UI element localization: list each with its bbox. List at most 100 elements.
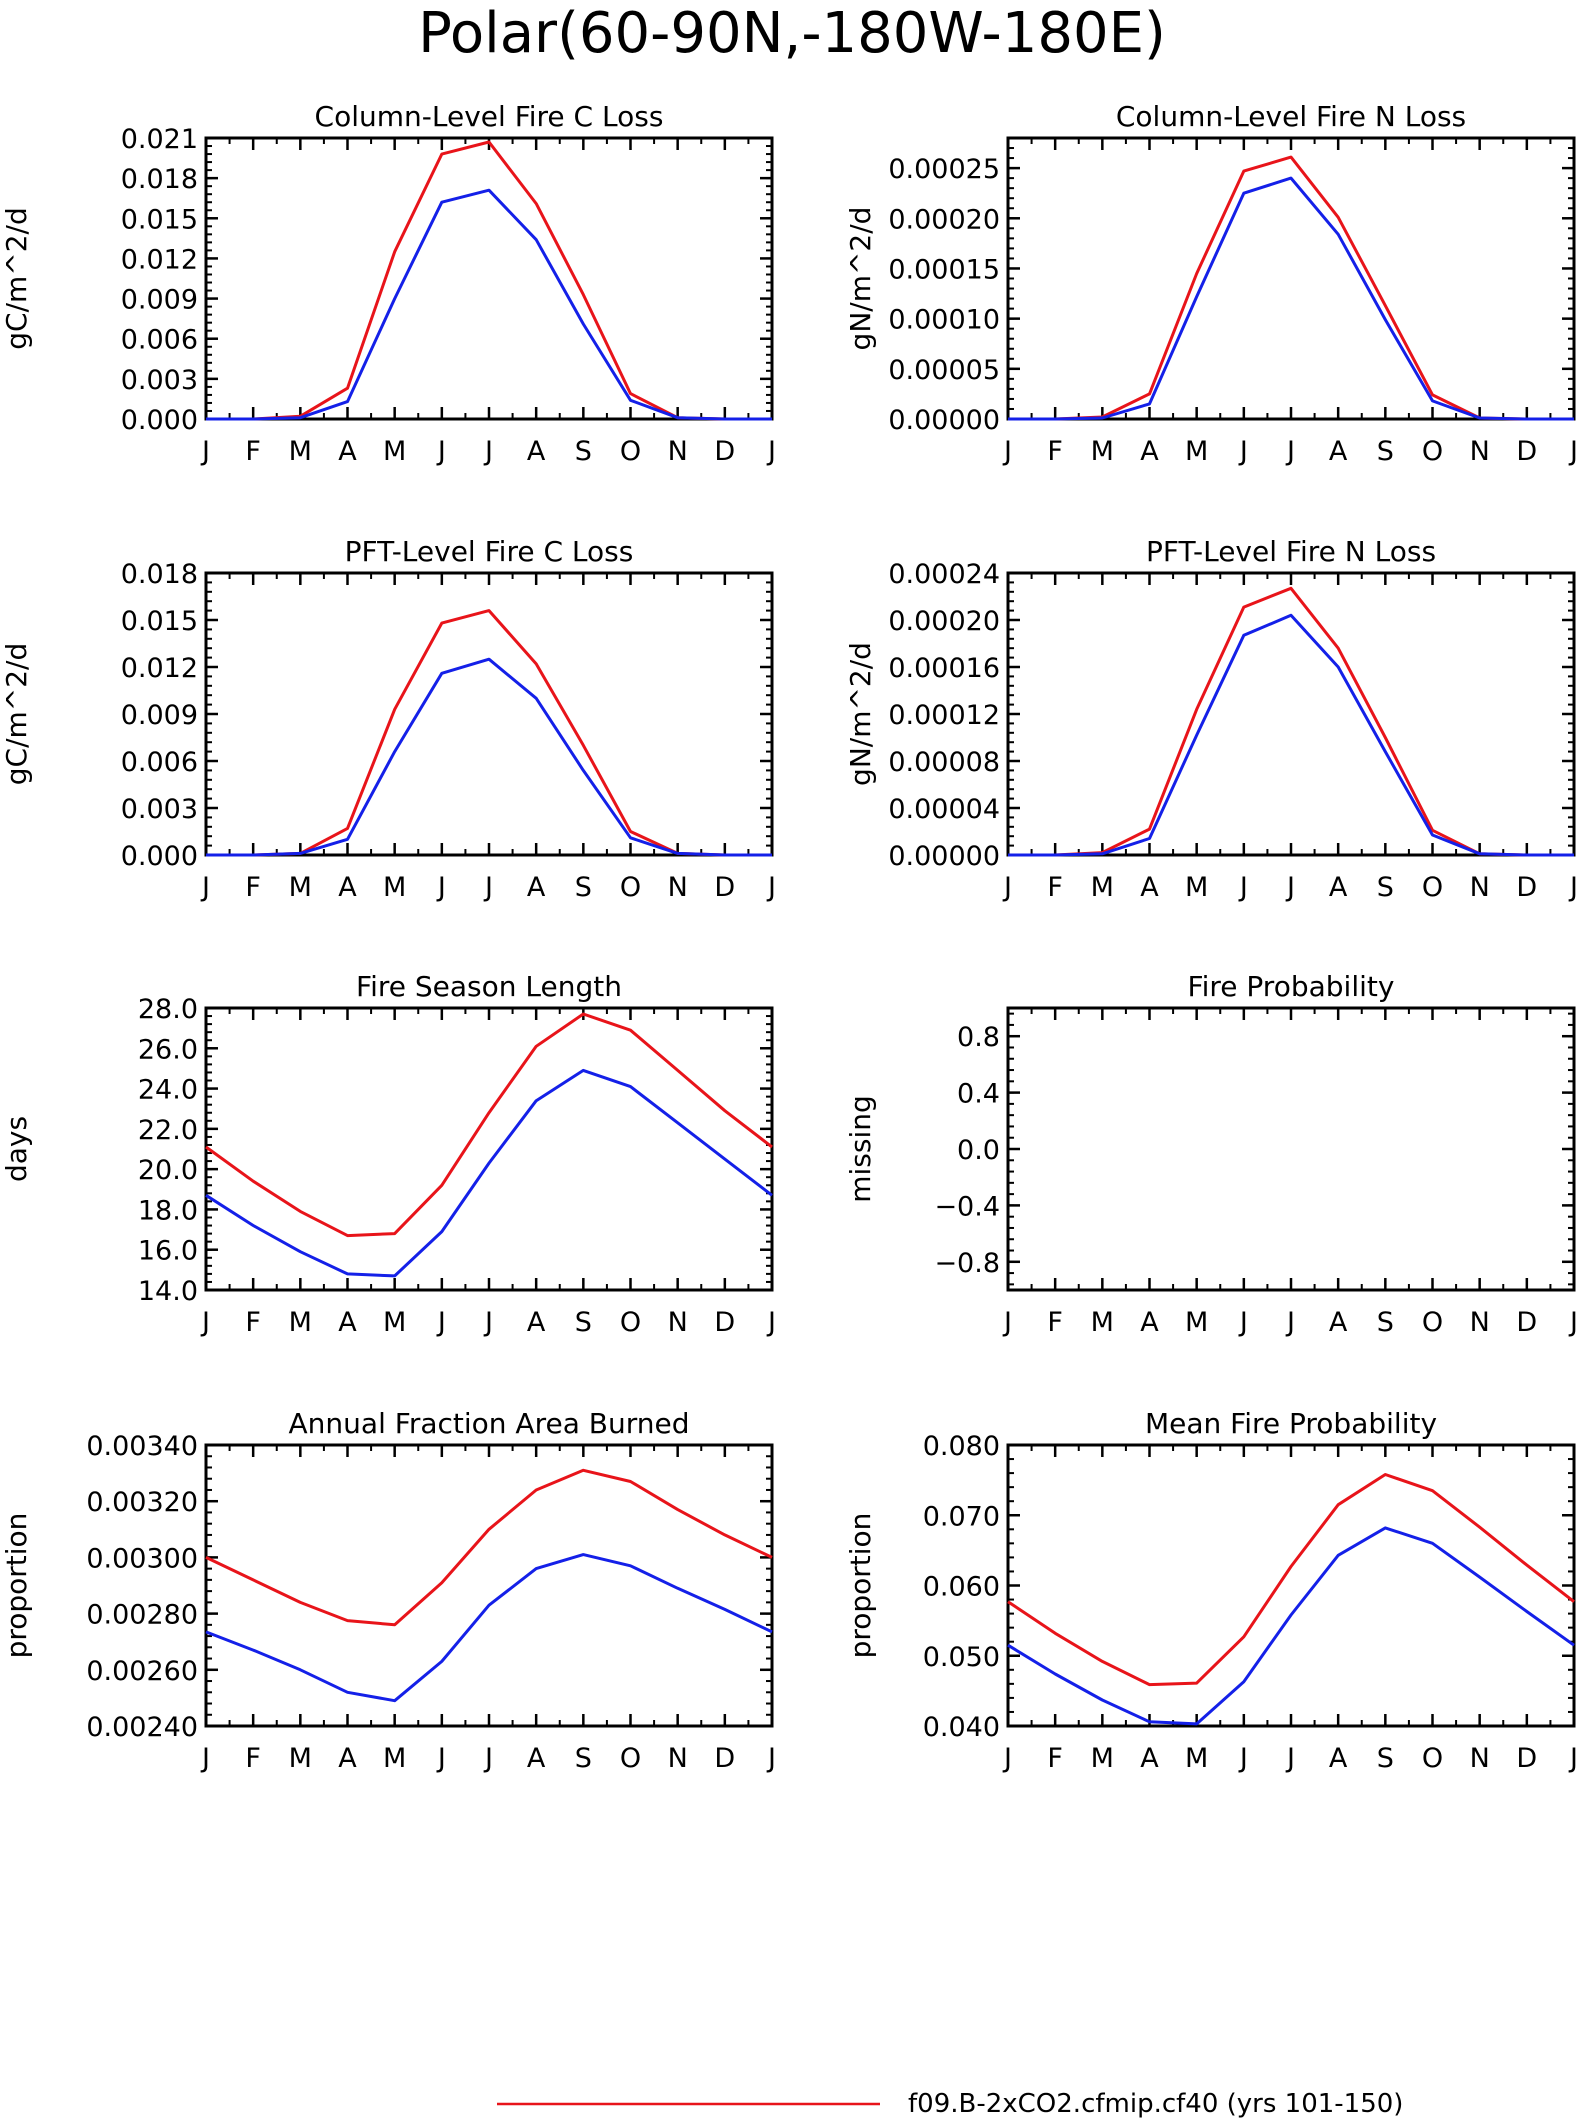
y-tick-label: 0.4 [957,1079,1000,1110]
y-axis-label: missing [844,1095,877,1203]
chart-title: Column-Level Fire N Loss [1116,100,1466,133]
chart-title: Mean Fire Probability [1145,1407,1437,1440]
y-tick-label: 0.00320 [86,1487,198,1518]
y-axis-label: gN/m^2/d [844,642,877,786]
x-tick-label: J [1238,872,1248,903]
x-tick-label: O [1422,872,1443,903]
series-line [206,188,772,421]
x-tick-label: S [575,436,592,467]
x-tick-label: A [1140,1307,1159,1338]
x-tick-label: O [620,1743,641,1774]
chart-title: PFT-Level Fire N Loss [1146,535,1436,568]
y-tick-label: 0.00020 [888,204,1000,235]
x-tick-label: M [1091,436,1114,467]
series-line [1007,1526,1575,1726]
x-tick-label: M [1185,436,1208,467]
x-tick-label: F [245,1307,261,1338]
y-tick-label: 0.00012 [888,700,1000,731]
x-tick-label: F [245,436,261,467]
x-tick-label: O [1422,1307,1443,1338]
x-tick-label: J [200,1743,210,1774]
x-tick-label: M [1185,1307,1208,1338]
y-tick-label: 20.0 [138,1155,198,1186]
figure-title: Polar(60-90N,-180W-180E) [418,1,1166,66]
plot-frame [204,1443,774,1728]
y-tick-label: 0.003 [121,794,198,825]
x-tick-label: J [1002,1307,1012,1338]
x-tick-label: M [1091,1743,1114,1774]
plot-frame [1006,1006,1576,1292]
y-tick-label: 0.070 [923,1501,1000,1532]
series-line [206,657,772,857]
x-tick-label: D [1516,436,1537,467]
x-tick-label: J [200,436,210,467]
series-line [1008,155,1574,421]
x-tick-label: M [1091,1307,1114,1338]
series-line [1008,586,1574,857]
y-tick-label: 0.050 [923,1642,1000,1673]
y-tick-label: 0.00024 [888,559,1000,590]
x-tick-label: N [1470,872,1490,903]
x-tick-label: S [1377,436,1394,467]
x-tick-label: J [1002,436,1012,467]
y-tick-label: 0.00004 [888,794,1000,825]
chart-panel: J F M A M J J A S O N D J14.016.018.020.022.024.026.… [0,970,776,1338]
x-tick-label: A [1140,436,1159,467]
x-tick-label: D [1516,872,1537,903]
x-tick-label: D [714,872,735,903]
x-tick-label: F [1047,872,1063,903]
y-tick-label: 16.0 [138,1236,198,1267]
x-tick-label: J [1238,1307,1248,1338]
y-tick-label: 26.0 [138,1034,198,1065]
x-tick-label: J [1002,1743,1012,1774]
x-tick-label: N [668,436,688,467]
chart-panel: J F M A M J J A S O N D J0.0000.0030.0060.0090.0120.… [0,100,776,467]
y-tick-label: −0.8 [934,1248,1000,1279]
x-tick-label: D [714,1307,735,1338]
y-tick-label: 0.8 [957,1022,1000,1053]
x-tick-label: A [1329,436,1348,467]
y-tick-label: 0.012 [121,653,198,684]
x-tick-label: J [1002,872,1012,903]
y-tick-label: 18.0 [138,1195,198,1226]
y-tick-label: 0.006 [121,747,198,778]
plot-frame [204,136,774,421]
x-tick-label: M [383,1307,406,1338]
y-tick-label: 0.018 [121,559,198,590]
y-tick-label: 0.00020 [888,606,1000,637]
chart-title: Annual Fraction Area Burned [289,1407,690,1440]
x-tick-label: M [1091,872,1114,903]
x-tick-label: J [1238,1743,1248,1774]
x-tick-label: A [1329,872,1348,903]
x-tick-label: M [1185,1743,1208,1774]
x-tick-label: F [1047,1743,1063,1774]
x-tick-label: S [575,1307,592,1338]
y-tick-label: 28.0 [138,994,198,1025]
x-tick-label: M [383,1743,406,1774]
x-tick-label: D [1516,1307,1537,1338]
x-tick-label: A [527,1307,546,1338]
x-tick-label: J [1285,1743,1295,1774]
series-line [1008,613,1574,857]
y-tick-label: 0.000 [121,841,198,872]
chart-panel: J F M A M J J A S O N D J0.000000.000050.000100.0001… [844,100,1578,467]
y-tick-label: 0.015 [121,606,198,637]
y-tick-label: 0.00010 [888,305,1000,336]
y-axis-label: gC/m^2/d [0,643,33,786]
y-tick-label: 14.0 [138,1276,198,1307]
x-tick-label: S [1377,872,1394,903]
x-tick-label: A [1140,1743,1159,1774]
x-tick-label: S [1377,1743,1394,1774]
y-tick-label: −0.4 [934,1191,1000,1222]
x-tick-label: A [527,872,546,903]
y-tick-label: 0.00300 [86,1543,198,1574]
y-tick-label: 0.080 [923,1431,1000,1462]
y-tick-label: 0.018 [121,164,198,195]
x-tick-label: A [1140,872,1159,903]
x-tick-label: J [483,872,493,903]
x-tick-label: J [436,1307,446,1338]
y-tick-label: 0.00260 [86,1656,198,1687]
series-line [205,1553,773,1703]
plot-frame [204,571,774,857]
